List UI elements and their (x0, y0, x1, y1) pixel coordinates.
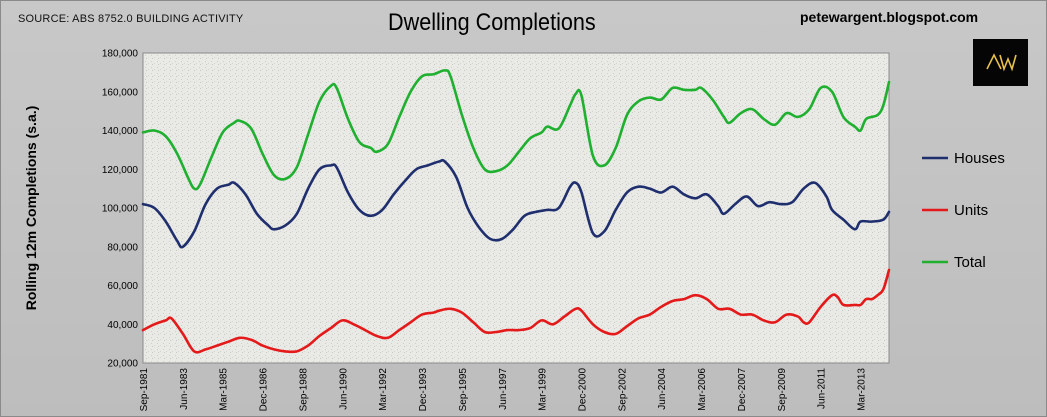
x-tick-label: Jun-1997 (498, 368, 509, 410)
x-tick-label: Mar-1985 (219, 368, 230, 411)
x-tick-label: Jun-1990 (338, 368, 349, 410)
y-tick-label: 60,000 (107, 281, 138, 292)
x-tick-label: Dec-1993 (418, 368, 429, 412)
x-tick-label: Mar-1992 (378, 368, 389, 411)
legend-houses-label: Houses (954, 150, 1005, 167)
y-tick-label: 80,000 (107, 242, 138, 253)
x-tick-label: Dec-1986 (259, 368, 270, 412)
legend-total-label: Total (954, 254, 986, 271)
source-note: SOURCE: ABS 8752.0 BUILDING ACTIVITY (18, 13, 244, 25)
chart-title: Dwelling Completions (388, 9, 596, 36)
x-tick-label: Dec-2007 (737, 368, 748, 412)
y-tick-label: 120,000 (102, 165, 139, 176)
x-tick-label: Jun-1983 (179, 368, 190, 410)
x-tick-label: Sep-2002 (617, 368, 628, 412)
y-tick-label: 20,000 (107, 359, 138, 370)
x-tick-label: Jun-2011 (817, 368, 828, 409)
x-tick-label: Sep-2009 (777, 368, 788, 412)
y-tick-label: 40,000 (107, 320, 138, 331)
x-tick-label: Jun-2004 (657, 368, 668, 410)
plot-area (142, 52, 890, 364)
x-tick-label: Mar-1999 (538, 368, 549, 411)
aw-logo-w-stroke (999, 54, 1017, 72)
x-tick-label: Sep-1981 (139, 368, 150, 412)
y-axis-label: Rolling 12m Completions (s.a.) (23, 106, 39, 311)
x-tick-label: Mar-2013 (857, 368, 868, 411)
total-series-line (141, 69, 891, 191)
aw-logo-mark (986, 53, 1017, 72)
aw-logo-a-stroke (986, 53, 1002, 70)
y-tick-label: 180,000 (102, 49, 139, 60)
x-tick-label: Sep-1988 (299, 368, 310, 412)
x-tick-label: Dec-2000 (578, 368, 589, 412)
y-tick-label: 160,000 (102, 87, 139, 98)
x-tick-label: Mar-2006 (697, 368, 708, 411)
legend-units-label: Units (954, 202, 988, 219)
y-tick-label: 100,000 (102, 204, 139, 215)
units-series-line (141, 268, 891, 354)
x-tick-label: Sep-1995 (458, 368, 469, 412)
blog-link[interactable]: petewargent.blogspot.com (800, 9, 979, 25)
houses-series-line (141, 158, 891, 249)
aw-logo (973, 39, 1028, 86)
y-tick-label: 140,000 (102, 126, 139, 137)
